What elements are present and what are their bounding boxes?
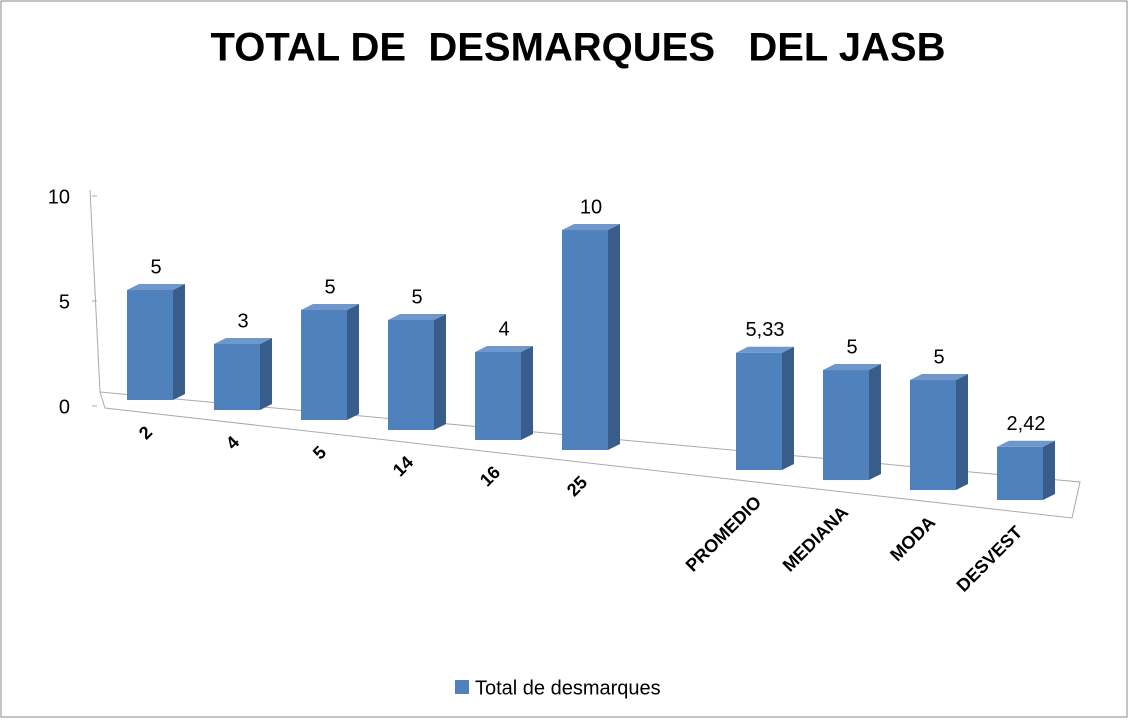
bar: [127, 290, 173, 400]
bar-side: [434, 314, 446, 431]
value-label: 4: [498, 318, 509, 340]
bar: [736, 352, 782, 471]
bar-top: [475, 346, 533, 353]
legend-swatch: [455, 680, 469, 694]
bar-top: [562, 224, 620, 231]
value-label: 5: [150, 256, 161, 278]
bar-side: [347, 304, 359, 421]
bar: [301, 310, 347, 421]
bar-top: [823, 364, 881, 371]
bar-top: [214, 338, 272, 345]
bar-top: [736, 346, 794, 353]
y-tick-label: 0: [59, 396, 70, 418]
bar: [475, 352, 521, 441]
bar-top: [301, 304, 359, 311]
bar: [388, 320, 434, 431]
y-axis: [89, 189, 101, 393]
y-tick-label: 10: [48, 186, 70, 208]
bar-side: [956, 374, 968, 491]
bar: [910, 380, 956, 491]
bar-top: [910, 374, 968, 381]
value-label: 5,33: [746, 319, 785, 341]
bar: [997, 446, 1043, 501]
bar-side: [521, 346, 533, 441]
bar-side: [608, 224, 620, 451]
value-label: 10: [580, 196, 602, 218]
value-label: 5: [324, 276, 335, 298]
bar-top: [997, 440, 1055, 447]
legend-label: Total de desmarques: [475, 677, 661, 699]
y-tick-label: 5: [59, 291, 70, 313]
bar-side: [1043, 440, 1055, 501]
value-label: 5: [411, 286, 422, 308]
bar-side: [782, 346, 794, 471]
value-label: 3: [237, 310, 248, 332]
chart-title: TOTAL DE DESMARQUES DEL JASB: [211, 26, 946, 70]
bar-side: [173, 284, 185, 400]
bar: [214, 344, 260, 411]
bar: [562, 230, 608, 451]
bar-top: [388, 314, 446, 321]
value-label: 5: [933, 346, 944, 368]
bar-top: [127, 284, 185, 290]
bar-side: [869, 364, 881, 481]
value-label: 5: [846, 336, 857, 358]
value-label: 2,42: [1007, 413, 1046, 435]
bar: [823, 370, 869, 481]
bar-side: [260, 338, 272, 411]
